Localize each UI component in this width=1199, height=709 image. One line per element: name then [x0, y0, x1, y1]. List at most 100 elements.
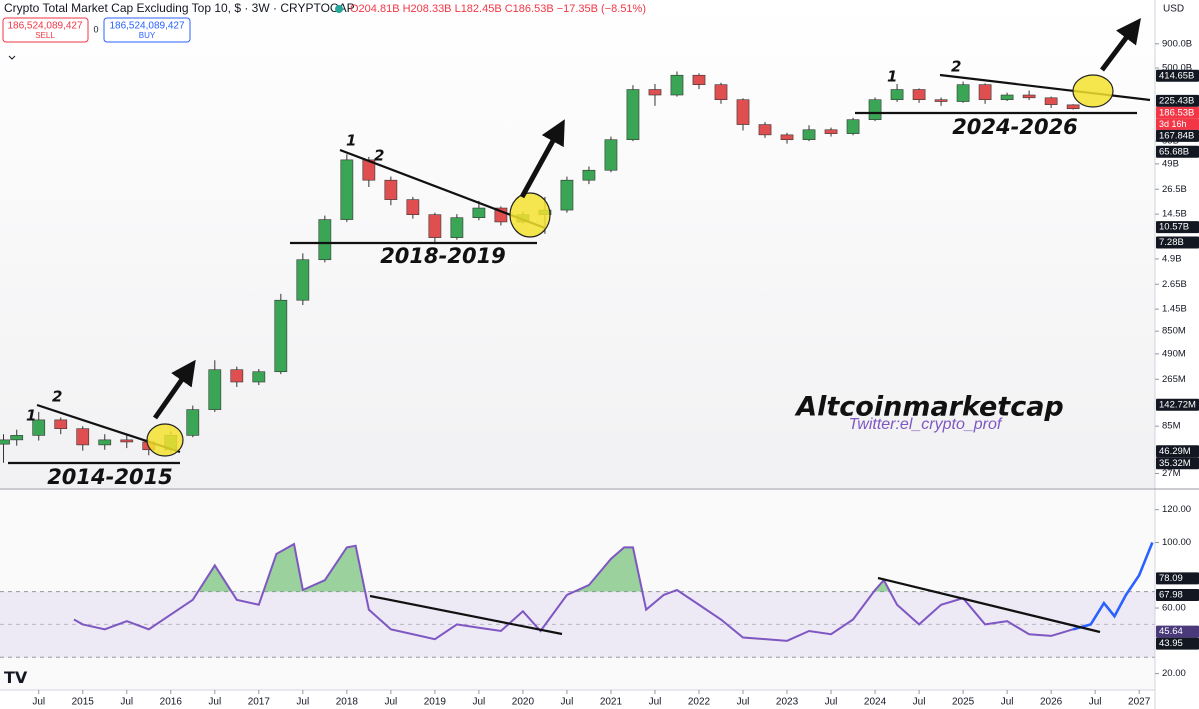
y-tick-label: 265M [1162, 374, 1186, 385]
x-tick-label: Jul [296, 697, 309, 708]
rsi-line [73, 542, 1074, 642]
candle-body [692, 74, 706, 85]
candle-body [758, 124, 772, 136]
status-dot [335, 5, 343, 13]
candle-body [846, 119, 860, 134]
sell-price[interactable]: 186,524,089,427 [7, 21, 83, 32]
x-tick-label: Jul [208, 697, 221, 708]
x-tick-label: 2024 [864, 697, 887, 708]
y-tick-label: 49B [1162, 158, 1179, 169]
buy-label[interactable]: BUY [139, 31, 156, 40]
candle-body [252, 371, 266, 383]
price-tag [1156, 145, 1199, 158]
candle-body [1022, 94, 1036, 99]
candle-body [120, 439, 134, 443]
y-tick-label: 4.9B [1162, 253, 1182, 264]
collapse-icon[interactable] [8, 55, 16, 60]
candle-body [296, 259, 310, 301]
period-label: 2024-2026 [952, 115, 1078, 139]
price-tag-label: 43.95 [1159, 638, 1183, 649]
price-tag [1156, 398, 1199, 411]
rsi-line [1072, 541, 1154, 631]
x-tick-label: Jul [473, 697, 486, 708]
candle-body [1000, 94, 1014, 101]
arrows [152, 18, 1141, 420]
price-tag [1156, 221, 1199, 234]
price-tag-label: 186.53B [1159, 107, 1194, 118]
y-tick-label: 26.5B [1162, 184, 1187, 195]
y-tick-label: 490M [1162, 348, 1186, 359]
ohlc-legend: O204.81B H208.33B L182.45B C186.53B −17.… [350, 3, 646, 15]
x-tick-label: Jul [1089, 697, 1102, 708]
currency[interactable]: USD [1163, 4, 1184, 15]
y-tick-label: 1.45B [1162, 304, 1187, 315]
candle-body [736, 99, 750, 125]
candle-body [978, 84, 992, 101]
candle-body [186, 409, 200, 436]
logo: 𝗧𝗩 [4, 670, 28, 687]
x-tick-label: Jul [561, 697, 574, 708]
price-tag-label: 78.09 [1159, 573, 1183, 584]
label-1: 1 [26, 407, 36, 425]
label-2: 2 [52, 388, 62, 406]
price-tag-label: 67.98 [1159, 589, 1183, 600]
x-tick-label: Jul [1001, 697, 1014, 708]
price-tag [1156, 94, 1199, 107]
candle-body [560, 179, 574, 211]
y-tick-label: 14.5B [1162, 209, 1187, 220]
y-tick-label: 850M [1162, 326, 1186, 337]
sell-button[interactable] [2, 17, 89, 43]
x-tick-label: 2020 [512, 697, 535, 708]
candle-body [450, 217, 464, 238]
candle-body [98, 439, 112, 446]
price-tag [1156, 236, 1199, 249]
price-tag-label: 167.84B [1159, 130, 1194, 141]
y-tick-label: 120.00 [1162, 504, 1191, 515]
countdown: 3d 16h [1159, 119, 1187, 129]
price-tag [1156, 625, 1199, 638]
price-tag [1156, 106, 1199, 119]
rsi-plot [0, 541, 1155, 658]
candle-body [956, 84, 970, 102]
x-tick-label: 2025 [952, 697, 975, 708]
x-tick-label: Jul [32, 697, 45, 708]
candle-body [824, 129, 838, 134]
axes: 900.0B500.0B85B49B26.5B14.5B4.9B2.65B1.4… [32, 38, 1199, 708]
chart-title: Crypto Total Market Cap Excluding Top 10… [4, 1, 355, 15]
buy-button[interactable] [103, 17, 191, 43]
highlight-circles [146, 74, 1114, 457]
price-tag [1156, 637, 1199, 650]
sell-label[interactable]: SELL [35, 31, 55, 40]
price-tag [1156, 572, 1199, 585]
annotations: 1 2 2014-2015 1 2 2018-2019 1 2 2024-202… [26, 58, 1078, 490]
price-tag-label: 45.64 [1159, 626, 1183, 637]
candle-body [648, 89, 662, 96]
y-tick-label: 60.00 [1162, 603, 1186, 614]
overbought-fill [73, 544, 1074, 592]
y-tick-label: 500.0B [1162, 63, 1192, 74]
candle-body [714, 84, 728, 101]
y-tick-label: 20.00 [1162, 668, 1186, 679]
x-tick-label: Jul [825, 697, 838, 708]
candle-body [10, 435, 24, 441]
candle-body [868, 99, 882, 120]
y-tick-label: 100.00 [1162, 537, 1191, 548]
candle-body [32, 419, 46, 436]
candle-body [890, 89, 904, 101]
x-tick-label: Jul [649, 697, 662, 708]
candle-body [384, 179, 398, 200]
candle-body [318, 219, 332, 261]
price-tag-label: 7.28B [1159, 237, 1184, 248]
candle-body [230, 369, 244, 383]
label-2: 2 [374, 147, 384, 165]
candle-body [604, 139, 618, 171]
candle-body [472, 207, 486, 218]
period-label: 2014-2015 [47, 465, 173, 489]
candle-body [582, 169, 596, 181]
price-tag [1156, 588, 1199, 601]
x-tick-label: 2021 [600, 697, 623, 708]
x-tick-label: Jul [120, 697, 133, 708]
buy-price[interactable]: 186,524,089,427 [109, 21, 185, 32]
x-tick-label: 2022 [688, 697, 711, 708]
price-tag [1156, 445, 1199, 458]
